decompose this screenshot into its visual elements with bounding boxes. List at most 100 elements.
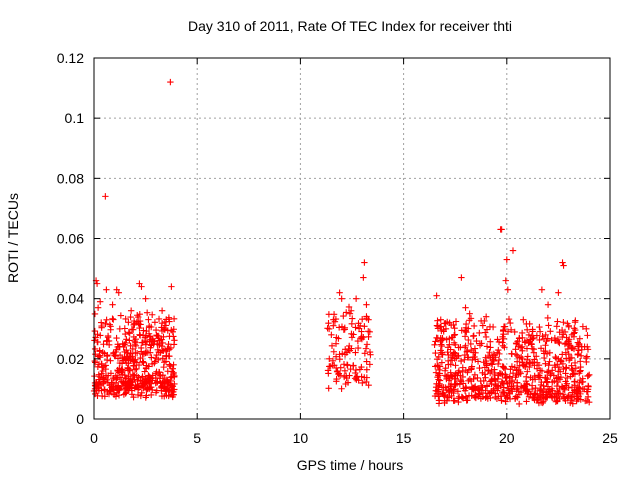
data-point — [132, 349, 139, 356]
data-point — [163, 376, 171, 383]
data-point — [446, 341, 453, 348]
data-point — [567, 399, 574, 407]
data-point — [504, 380, 511, 388]
y-tick-label: 0.08 — [57, 170, 84, 186]
data-point — [122, 390, 129, 397]
data-point — [539, 333, 546, 340]
data-point — [449, 334, 456, 341]
data-point — [439, 335, 446, 343]
data-point — [559, 384, 566, 391]
data-point — [365, 328, 372, 335]
data-point — [465, 366, 473, 374]
data-point — [536, 323, 543, 331]
data-point — [461, 333, 469, 340]
data-point — [114, 366, 121, 374]
data-point — [152, 380, 159, 387]
data-point — [565, 351, 572, 358]
data-point — [366, 348, 374, 356]
data-point — [530, 345, 538, 353]
data-point — [141, 380, 148, 387]
data-point — [536, 374, 544, 381]
data-point — [482, 329, 489, 336]
data-point — [350, 362, 357, 369]
data-point — [127, 342, 134, 349]
axis-ticks — [93, 57, 611, 420]
data-point — [103, 286, 110, 293]
data-point — [326, 363, 333, 370]
data-point — [147, 375, 155, 382]
data-point — [542, 360, 549, 367]
data-point — [511, 328, 518, 336]
y-tick-label: 0.06 — [57, 231, 84, 247]
data-point — [445, 387, 452, 395]
data-point — [100, 341, 107, 348]
data-point — [553, 375, 560, 382]
data-point — [434, 362, 441, 369]
data-point — [470, 322, 478, 330]
data-point — [503, 392, 510, 399]
data-point — [574, 339, 581, 346]
data-point — [514, 338, 521, 345]
data-point — [525, 339, 532, 347]
data-point — [126, 366, 133, 373]
data-point — [134, 391, 142, 399]
data-point — [584, 332, 591, 339]
data-point — [98, 360, 105, 368]
data-point — [507, 319, 514, 327]
data-point — [528, 341, 535, 348]
data-point — [483, 343, 491, 350]
data-point — [135, 320, 142, 327]
data-point — [138, 339, 146, 346]
data-point — [325, 311, 333, 318]
data-point — [353, 374, 360, 381]
data-point — [512, 373, 519, 381]
data-point — [94, 331, 101, 338]
data-point — [121, 371, 128, 379]
data-point — [432, 349, 439, 357]
data-point — [346, 347, 354, 354]
data-point — [490, 357, 498, 365]
data-point — [467, 340, 474, 348]
data-point — [459, 373, 467, 381]
data-point — [522, 378, 530, 385]
data-point — [462, 342, 469, 350]
data-point — [504, 328, 512, 335]
data-point — [547, 328, 554, 335]
data-point — [564, 395, 571, 402]
data-point — [574, 351, 581, 359]
data-point — [549, 378, 556, 386]
data-point — [453, 380, 461, 387]
data-point — [146, 374, 154, 381]
data-point — [475, 390, 483, 397]
data-point — [114, 374, 121, 381]
data-point — [556, 328, 563, 336]
data-point — [361, 259, 368, 266]
data-point — [329, 357, 337, 364]
data-point — [479, 369, 486, 376]
data-point — [347, 307, 355, 314]
data-point — [549, 387, 556, 394]
data-point — [543, 369, 551, 376]
data-point — [118, 360, 126, 367]
data-point — [516, 368, 524, 376]
data-point — [153, 387, 161, 394]
data-point — [348, 334, 356, 341]
data-point — [102, 320, 109, 328]
data-point — [564, 374, 571, 382]
data-point — [490, 350, 498, 358]
data-point — [536, 387, 543, 394]
data-point — [447, 321, 455, 329]
data-point — [162, 358, 170, 365]
y-tick-label: 0.12 — [57, 50, 84, 66]
x-tick-labels: 0 5 10 15 20 25 — [90, 430, 618, 446]
data-point — [136, 324, 143, 332]
data-point — [163, 316, 170, 323]
data-point — [109, 315, 116, 322]
data-point — [435, 393, 442, 400]
data-point — [494, 349, 501, 356]
data-point — [583, 325, 590, 333]
data-point — [153, 379, 161, 386]
data-point — [159, 355, 166, 362]
data-point — [160, 378, 167, 385]
data-point — [99, 367, 107, 375]
